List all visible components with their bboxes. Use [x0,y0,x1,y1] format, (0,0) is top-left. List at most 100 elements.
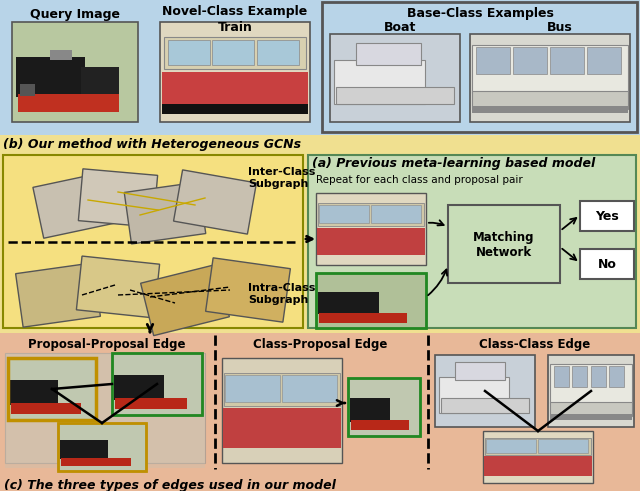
Bar [11,403,81,414]
Bar [168,40,210,65]
Bar [58,423,146,471]
Bar [348,378,420,436]
Bar [112,353,202,415]
Bar [350,398,390,421]
Bar [81,67,119,95]
Bar [316,273,426,328]
Bar [3,155,303,328]
Text: Novel-Class Example
Train: Novel-Class Example Train [163,5,308,34]
Bar [336,87,454,105]
Text: Bus: Bus [547,21,573,34]
Bar [224,373,340,406]
Bar [124,182,205,244]
Bar [472,106,628,113]
Bar [486,439,536,453]
Text: (c) The three types of edges used in our model: (c) The three types of edges used in our… [4,479,336,491]
Text: Inter-Class
Subgraph: Inter-Class Subgraph [248,167,316,189]
Text: (a) Previous meta-learning based model: (a) Previous meta-learning based model [312,157,595,170]
Bar [572,366,587,387]
Bar [316,193,426,265]
Bar [164,37,306,69]
Bar [60,440,108,459]
Bar [78,169,157,227]
Bar [318,203,424,226]
Bar [484,456,592,476]
Bar [356,43,421,65]
Bar [334,60,425,105]
Bar [472,45,628,93]
Bar [50,50,72,60]
Bar [223,409,341,448]
Bar [550,47,584,74]
Bar [435,355,535,427]
Bar [10,380,58,405]
Bar [282,375,337,402]
Text: Boat: Boat [384,21,416,34]
Bar [485,438,591,455]
Bar [12,22,138,122]
Bar [58,423,146,471]
Bar [455,362,505,380]
Bar [225,375,280,402]
Text: Query Image: Query Image [30,8,120,21]
Bar [580,201,634,231]
Bar [162,72,308,110]
Bar [318,292,378,314]
Bar [319,313,407,323]
Text: Matching
Network: Matching Network [473,231,535,259]
Bar [472,91,628,109]
Bar [16,57,85,97]
Bar [0,135,640,333]
Bar [550,364,632,403]
Bar [476,47,510,74]
Bar [322,2,637,132]
Bar [550,402,632,416]
Bar [348,378,420,436]
Bar [554,366,569,387]
Bar [441,398,529,412]
Bar [112,353,202,415]
Bar [483,431,593,483]
Bar [470,34,630,122]
Bar [20,84,35,96]
Text: Class-Class Edge: Class-Class Edge [479,338,591,351]
Bar [162,104,308,114]
Bar [15,263,100,327]
Bar [580,249,634,279]
Bar [591,366,606,387]
Bar [8,358,96,420]
Bar [330,34,460,122]
Bar [222,358,342,463]
Bar [8,358,96,420]
Bar [173,170,257,234]
Text: (b) Our method with Heterogeneous GCNs: (b) Our method with Heterogeneous GCNs [3,138,301,151]
Text: Yes: Yes [595,210,619,222]
Text: Class-Proposal Edge: Class-Proposal Edge [253,338,387,351]
Bar [319,205,369,223]
Bar [550,414,632,420]
Bar [212,40,254,65]
Bar [609,366,624,387]
Text: Proposal-Proposal Edge: Proposal-Proposal Edge [28,338,186,351]
Bar [18,94,119,112]
Bar [5,353,205,468]
Bar [114,375,163,400]
Bar [61,458,131,466]
Bar [538,439,588,453]
Bar [439,377,509,412]
Bar [0,333,640,491]
Bar [33,172,117,238]
Text: Repeat for each class and proposal pair: Repeat for each class and proposal pair [316,175,523,185]
Text: No: No [598,257,616,271]
Bar [5,353,205,463]
Bar [548,355,634,427]
Bar [205,258,291,322]
Bar [76,256,159,318]
Bar [0,0,640,135]
Bar [317,227,425,255]
Bar [371,205,421,223]
Bar [316,273,426,328]
Bar [308,155,636,328]
Bar [141,264,229,336]
Bar [513,47,547,74]
